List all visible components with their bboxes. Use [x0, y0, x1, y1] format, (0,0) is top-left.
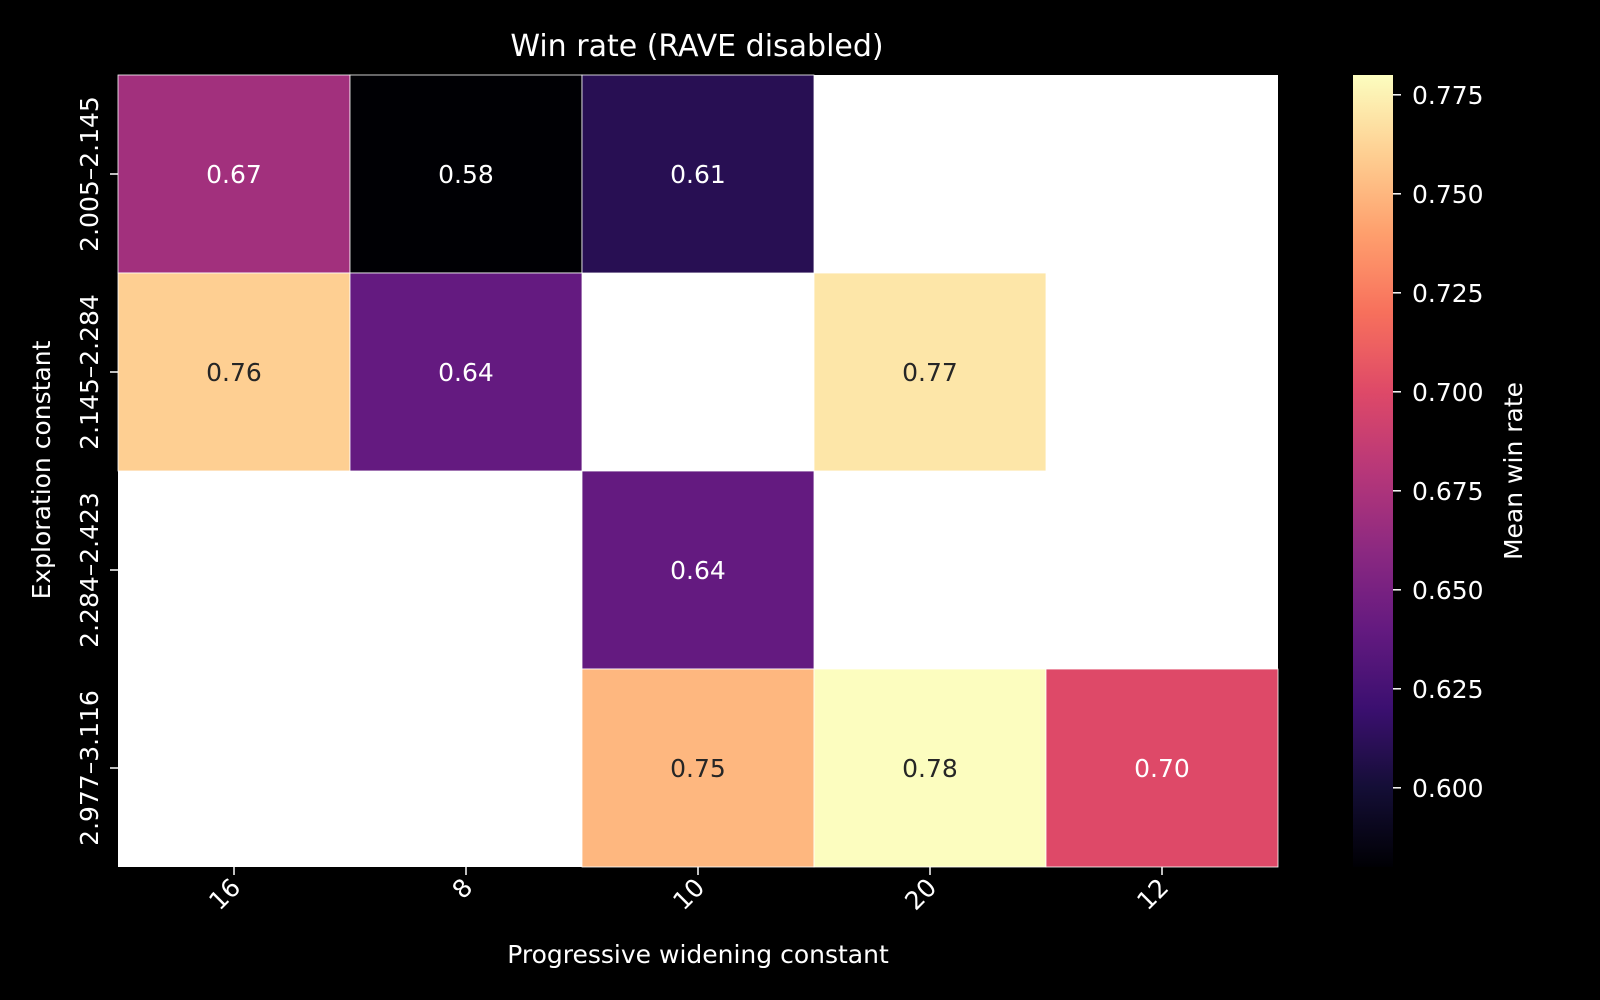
y-tick-label: 2.145–2.284	[75, 294, 104, 450]
heatmap-cell	[117, 74, 351, 274]
colorbar-tick-label: 0.700	[1412, 378, 1484, 407]
x-tick-label: 20	[899, 873, 942, 916]
cell-value-label: 0.67	[206, 160, 262, 189]
cell-value-label: 0.64	[438, 358, 494, 387]
chart-title: Win rate (RAVE disabled)	[510, 29, 883, 64]
colorbar-tick-label: 0.600	[1412, 774, 1484, 803]
heatmap-cell	[349, 74, 583, 274]
cell-value-label: 0.61	[670, 160, 726, 189]
heatmap-cell	[813, 668, 1047, 868]
cell-value-label: 0.75	[670, 754, 726, 783]
cell-value-label: 0.77	[902, 358, 958, 387]
colorbar-ticks: 0.600 0.625 0.650 0.675 0.700 0.725 0.750 0.775	[1393, 81, 1484, 803]
colorbar-label: Mean win rate	[1499, 382, 1528, 560]
heatmap-cell	[1045, 668, 1279, 868]
heatmap-cell	[349, 272, 583, 472]
heatmap-cell	[813, 272, 1047, 472]
colorbar: 0.600 0.625 0.650 0.675 0.700 0.725 0.750 0.775…	[1353, 75, 1528, 867]
heatmap-cells: 0.67 0.58 0.61 0.76 0.64 0.77 0.64 0.75 0.78 0.70	[117, 74, 1279, 868]
cell-value-label: 0.76	[206, 358, 262, 387]
heatmap-cell	[117, 272, 351, 472]
x-axis-ticks: 16 8 10 20 12	[203, 867, 1174, 916]
colorbar-tick-label: 0.650	[1412, 576, 1484, 605]
x-tick-label: 8	[446, 873, 478, 905]
cell-value-label: 0.64	[670, 556, 726, 585]
heatmap-cell	[581, 74, 815, 274]
colorbar-tick-label: 0.725	[1412, 279, 1484, 308]
x-tick-label: 16	[203, 873, 246, 916]
colorbar-tick-label: 0.775	[1412, 81, 1484, 110]
y-axis-label: Exploration constant	[27, 340, 56, 599]
x-tick-label: 12	[1131, 873, 1174, 916]
x-tick-label: 10	[667, 873, 710, 916]
colorbar-gradient	[1353, 75, 1393, 867]
colorbar-tick-label: 0.675	[1412, 477, 1484, 506]
y-tick-label: 2.284–2.423	[75, 492, 104, 648]
cell-value-label: 0.78	[902, 754, 958, 783]
y-tick-label: 2.977–3.116	[75, 690, 104, 846]
colorbar-tick-label: 0.625	[1412, 675, 1484, 704]
cell-value-label: 0.70	[1134, 754, 1190, 783]
heatmap-cell	[581, 470, 815, 670]
heatmap-cell	[581, 668, 815, 868]
colorbar-tick-label: 0.750	[1412, 180, 1484, 209]
y-tick-label: 2.005–2.145	[75, 96, 104, 252]
y-axis-ticks: 2.005–2.145 2.145–2.284 2.284–2.423 2.977–3…	[75, 96, 118, 846]
x-axis-label: Progressive widening constant	[507, 940, 889, 969]
cell-value-label: 0.58	[438, 160, 494, 189]
